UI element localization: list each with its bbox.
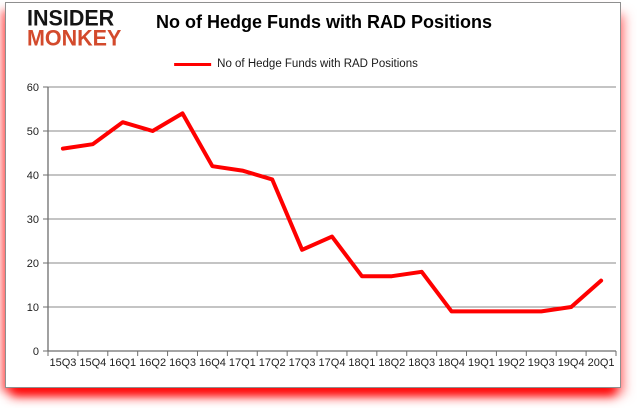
legend: No of Hedge Funds with RAD Positions bbox=[174, 58, 418, 70]
x-tick-label: 16Q4 bbox=[199, 357, 226, 369]
insider-monkey-logo: INSIDER MONKEY bbox=[27, 5, 122, 51]
x-tick-label: 18Q2 bbox=[378, 357, 405, 369]
chart-title: No of Hedge Funds with RAD Positions bbox=[156, 12, 492, 32]
x-tick-label: 18Q4 bbox=[438, 357, 465, 369]
chart-card: INSIDER MONKEY No of Hedge Funds with RA… bbox=[5, 2, 621, 388]
x-tick-label: 19Q2 bbox=[498, 357, 525, 369]
x-tick-label: 16Q2 bbox=[139, 357, 166, 369]
x-tick-label: 17Q3 bbox=[289, 357, 316, 369]
x-tick-label: 17Q4 bbox=[319, 357, 346, 369]
y-tick-label: 10 bbox=[27, 302, 39, 314]
legend-label: No of Hedge Funds with RAD Positions bbox=[217, 58, 418, 70]
y-tick-label: 50 bbox=[27, 126, 39, 138]
x-tick-label: 20Q1 bbox=[588, 357, 615, 369]
x-tick-label: 17Q1 bbox=[229, 357, 256, 369]
x-tick-label: 19Q3 bbox=[528, 357, 555, 369]
x-tick-label: 16Q1 bbox=[109, 357, 136, 369]
legend-line-icon bbox=[174, 62, 212, 66]
x-tick-label: 18Q3 bbox=[408, 357, 435, 369]
x-tick-label: 15Q4 bbox=[79, 357, 106, 369]
x-tick-label: 19Q1 bbox=[468, 357, 495, 369]
x-tick-label: 15Q3 bbox=[49, 357, 76, 369]
x-tick-label: 18Q1 bbox=[348, 357, 375, 369]
x-tick-label: 19Q4 bbox=[558, 357, 585, 369]
x-tick-label: 17Q2 bbox=[259, 357, 286, 369]
y-tick-label: 30 bbox=[27, 214, 39, 226]
y-tick-label: 40 bbox=[27, 170, 39, 182]
y-tick-label: 0 bbox=[33, 346, 39, 358]
logo-monkey-text: MONKEY bbox=[27, 25, 122, 51]
x-tick-label: 16Q3 bbox=[169, 357, 196, 369]
series-line bbox=[60, 111, 604, 314]
y-tick-label: 20 bbox=[27, 258, 39, 270]
logo-insider-text: INSIDER bbox=[27, 5, 115, 31]
y-tick-label: 60 bbox=[27, 82, 39, 94]
